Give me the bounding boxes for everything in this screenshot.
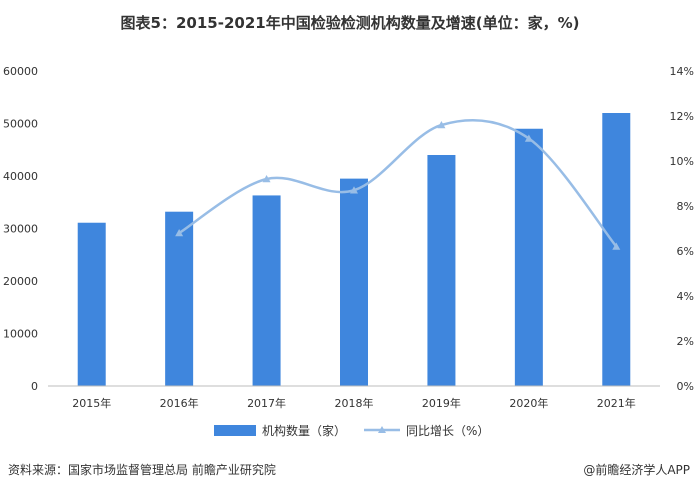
x-tick-label: 2017年 <box>247 396 286 410</box>
left-y-axis: 0 10000 20000 30000 40000 50000 60000 <box>3 65 38 393</box>
bar <box>340 178 368 386</box>
right-y-axis: 0% 2% 4% 6% 8% 10% 12% 14% <box>670 65 694 393</box>
legend-bar-swatch <box>214 425 256 436</box>
right-y-tick-label: 12% <box>670 110 694 123</box>
bar-series <box>77 113 631 386</box>
credit-note: @前瞻经济学人APP <box>583 463 690 477</box>
bar <box>77 222 106 386</box>
left-y-tick-label: 30000 <box>3 223 38 236</box>
x-axis-labels: 2015年 2016年 2017年 2018年 2019年 2020年 2021年 <box>72 396 636 410</box>
x-tick-label: 2020年 <box>509 396 548 410</box>
legend-line-label: 同比增长（%） <box>406 424 489 438</box>
line-series <box>175 118 621 250</box>
right-y-tick-label: 8% <box>677 200 694 213</box>
right-y-tick-label: 0% <box>677 380 694 393</box>
bar <box>252 195 281 386</box>
right-y-tick-label: 10% <box>670 155 694 168</box>
growth-point <box>262 175 271 183</box>
bar <box>427 155 456 386</box>
left-y-tick-label: 60000 <box>3 65 38 78</box>
left-y-tick-label: 20000 <box>3 275 38 288</box>
left-y-tick-label: 10000 <box>3 328 38 341</box>
source-note: 资料来源：国家市场监督管理总局 前瞻产业研究院 <box>8 463 276 477</box>
left-y-tick-label: 40000 <box>3 170 38 183</box>
growth-point <box>524 134 533 142</box>
chart-title: 图表5：2015-2021年中国检验检测机构数量及增速(单位：家，%) <box>120 14 580 32</box>
right-y-tick-label: 6% <box>677 245 694 258</box>
x-tick-label: 2019年 <box>422 396 461 410</box>
x-tick-label: 2016年 <box>160 396 199 410</box>
right-y-tick-label: 4% <box>677 290 694 303</box>
right-y-tick-label: 2% <box>677 335 694 348</box>
growth-line <box>178 118 618 248</box>
legend-bar-label: 机构数量（家） <box>262 423 346 438</box>
right-y-tick-label: 14% <box>670 65 694 78</box>
legend: 机构数量（家） 同比增长（%） <box>214 423 489 438</box>
x-tick-label: 2018年 <box>335 396 374 410</box>
legend-line-marker <box>378 426 386 433</box>
growth-point <box>437 121 446 129</box>
bar <box>165 211 194 386</box>
x-tick-label: 2015年 <box>72 396 111 410</box>
bar <box>514 128 543 386</box>
growth-point <box>175 229 184 237</box>
x-tick-label: 2021年 <box>597 396 636 410</box>
left-y-tick-label: 0 <box>31 380 38 393</box>
growth-point <box>350 186 358 194</box>
left-y-tick-label: 50000 <box>3 118 38 131</box>
growth-point <box>612 242 621 250</box>
